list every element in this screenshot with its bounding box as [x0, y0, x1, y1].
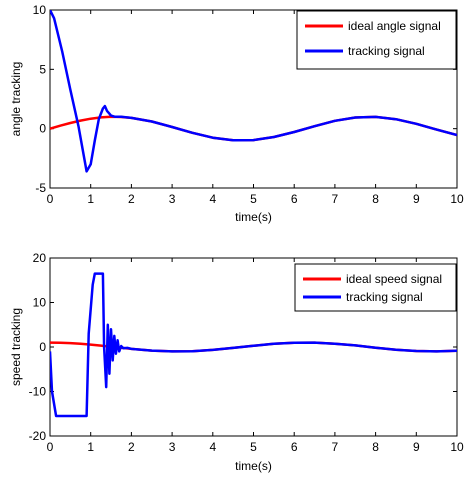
x-tick-label: 1 — [87, 440, 94, 454]
legend-label: ideal speed signal — [346, 272, 442, 286]
x-tick-label: 6 — [291, 192, 298, 206]
legend-box — [296, 10, 457, 70]
x-tick-label: 8 — [372, 192, 379, 206]
x-tick-label: 7 — [332, 192, 339, 206]
y-tick-label: 20 — [33, 251, 47, 265]
x-tick-label: 4 — [209, 440, 216, 454]
x-tick-label: 5 — [250, 192, 257, 206]
x-tick-label: 9 — [413, 192, 420, 206]
y-axis-label: speed tracking — [9, 308, 23, 386]
series-line-angle-tracking-signal — [50, 10, 457, 173]
x-tick-label: 1 — [87, 192, 94, 206]
y-tick-label: -20 — [29, 429, 47, 443]
x-tick-label: 5 — [250, 440, 257, 454]
y-tick-label: -10 — [29, 385, 47, 399]
y-tick-label: 5 — [39, 62, 46, 76]
legend-label: tracking signal — [348, 44, 425, 58]
x-tick-label: 2 — [128, 440, 135, 454]
x-tick-label: 3 — [169, 192, 176, 206]
y-tick-label: 10 — [33, 296, 47, 310]
legend-label: ideal angle signal — [348, 19, 441, 33]
x-tick-label: 10 — [450, 192, 464, 206]
y-tick-label: 10 — [33, 3, 47, 17]
x-tick-label: 3 — [169, 440, 176, 454]
speed-tracking-chart: 0 1 2 3 4 5 6 7 8 9 10 -20 -10 0 10 20 time(s) speed trac… — [9, 251, 464, 473]
x-tick-label: 7 — [332, 440, 339, 454]
x-tick-label: 2 — [128, 192, 135, 206]
x-tick-label: 10 — [450, 440, 464, 454]
y-tick-label: 0 — [39, 122, 46, 136]
x-axis-label: time(s) — [235, 459, 272, 473]
series-line-speed-tracking-signal — [50, 272, 457, 418]
legend-box — [294, 263, 457, 312]
y-axis-label: angle tracking — [9, 62, 23, 137]
legend-label: tracking signal — [346, 290, 423, 304]
y-tick-label: -5 — [35, 181, 46, 195]
x-tick-label: 9 — [413, 440, 420, 454]
x-axis-label: time(s) — [235, 210, 272, 224]
x-tick-label: 4 — [209, 192, 216, 206]
x-tick-label: 0 — [47, 440, 54, 454]
x-tick-label: 6 — [291, 440, 298, 454]
x-tick-label: 0 — [47, 192, 54, 206]
y-tick-label: 0 — [39, 340, 46, 354]
x-tick-label: 8 — [372, 440, 379, 454]
